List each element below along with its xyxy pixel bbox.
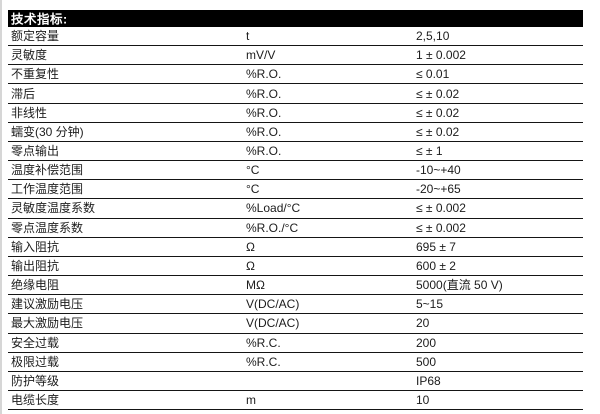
spec-value: 20 xyxy=(416,316,430,331)
spec-unit: %R.O. xyxy=(246,67,282,82)
table-row: 零点输出 %R.O. ≤ ± 1 xyxy=(8,142,583,162)
spec-unit: °C xyxy=(246,163,260,178)
spec-unit: m xyxy=(246,393,256,408)
table-row: 灵敏度温度系数 %Load/°C ≤ ± 0.002 xyxy=(8,199,583,219)
spec-unit: %R.O./°C xyxy=(246,220,299,235)
table-header-bar: 技术指标: xyxy=(8,10,583,27)
spec-unit: °C xyxy=(246,182,260,197)
spec-name: 不重复性 xyxy=(11,67,60,82)
spec-unit: %R.O. xyxy=(246,105,282,120)
spec-name: 输出阻抗 xyxy=(11,258,60,273)
spec-value: 500 xyxy=(416,354,437,369)
spec-value: ≤ ± 0.02 xyxy=(416,86,460,101)
spec-name: 绝缘电阻 xyxy=(11,278,60,293)
spec-table: 技术指标: 额定容量 t 2,5,10 灵敏度 mV/V 1 ± 0.002 不… xyxy=(8,10,583,411)
spec-name: 滞后 xyxy=(11,86,36,101)
spec-value: ≤ 0.01 xyxy=(416,67,450,82)
table-row: 额定容量 t 2,5,10 xyxy=(8,27,583,47)
spec-name: 防护等级 xyxy=(11,373,60,388)
spec-name: 输入阻抗 xyxy=(11,239,60,254)
spec-unit: Ω xyxy=(246,258,255,273)
spec-name: 工作温度范围 xyxy=(11,182,84,197)
spec-name: 温度补偿范围 xyxy=(11,163,84,178)
table-row: 输出阻抗 Ω 600 ± 2 xyxy=(8,257,583,277)
spec-name: 极限过载 xyxy=(11,354,60,369)
table-row: 建议激励电压 V(DC/AC) 5~15 xyxy=(8,295,583,315)
spec-value: 5000(直流 50 V) xyxy=(416,278,503,293)
spec-value: 600 ± 2 xyxy=(416,258,456,273)
table-row: 工作温度范围 °C -20~+65 xyxy=(8,180,583,200)
spec-unit: Ω xyxy=(246,239,255,254)
table-body: 额定容量 t 2,5,10 灵敏度 mV/V 1 ± 0.002 不重复性 %R… xyxy=(8,27,583,411)
spec-value: 200 xyxy=(416,335,437,350)
spec-unit: t xyxy=(246,29,250,44)
table-title: 技术指标: xyxy=(11,12,68,27)
spec-value: -20~+65 xyxy=(416,182,461,197)
spec-value: 2,5,10 xyxy=(416,29,450,44)
spec-value: 695 ± 7 xyxy=(416,239,456,254)
spec-value: ≤ ± 0.02 xyxy=(416,124,460,139)
spec-name: 零点输出 xyxy=(11,144,60,159)
spec-unit: %Load/°C xyxy=(246,201,301,216)
spec-unit: %R.O. xyxy=(246,144,282,159)
spec-value: 10 xyxy=(416,393,430,408)
table-row: 电缆长度 m 10 xyxy=(8,391,583,411)
spec-name: 额定容量 xyxy=(11,29,60,44)
scan-edge-line xyxy=(0,0,2,414)
spec-value: ≤ ± 0.002 xyxy=(416,220,466,235)
spec-unit: mV/V xyxy=(246,48,276,63)
spec-name: 安全过载 xyxy=(11,335,60,350)
table-row: 蠕变(30 分钟) %R.O. ≤ ± 0.02 xyxy=(8,123,583,142)
table-row: 滞后 %R.O. ≤ ± 0.02 xyxy=(8,84,583,104)
spec-value: ≤ ± 1 xyxy=(416,144,443,159)
table-row: 防护等级 IP68 xyxy=(8,372,583,391)
spec-unit: MΩ xyxy=(246,278,265,293)
spec-value: ≤ ± 0.002 xyxy=(416,201,466,216)
spec-name: 建议激励电压 xyxy=(11,297,84,312)
table-row: 灵敏度 mV/V 1 ± 0.002 xyxy=(8,46,583,66)
spec-name: 灵敏度 xyxy=(11,48,48,63)
spec-value: -10~+40 xyxy=(416,163,461,178)
table-row: 温度补偿范围 °C -10~+40 xyxy=(8,161,583,181)
spec-unit: %R.C. xyxy=(246,335,281,350)
spec-value: IP68 xyxy=(416,373,441,388)
spec-value: ≤ ± 0.02 xyxy=(416,105,460,120)
spec-name: 非线性 xyxy=(11,105,48,120)
spec-name: 零点温度系数 xyxy=(11,220,84,235)
spec-unit: %R.C. xyxy=(246,354,281,369)
table-row: 绝缘电阻 MΩ 5000(直流 50 V) xyxy=(8,276,583,296)
spec-unit: %R.O. xyxy=(246,86,282,101)
table-row: 输入阻抗 Ω 695 ± 7 xyxy=(8,238,583,257)
table-row: 极限过载 %R.C. 500 xyxy=(8,353,583,372)
spec-value: 1 ± 0.002 xyxy=(416,48,466,63)
spec-unit: V(DC/AC) xyxy=(246,297,300,312)
table-row: 不重复性 %R.O. ≤ 0.01 xyxy=(8,65,583,85)
spec-name: 电缆长度 xyxy=(11,393,60,408)
spec-unit: %R.O. xyxy=(246,124,282,139)
table-row: 非线性 %R.O. ≤ ± 0.02 xyxy=(8,104,583,123)
spec-value: 5~15 xyxy=(416,297,444,312)
spec-name: 蠕变(30 分钟) xyxy=(11,124,84,139)
table-row: 最大激励电压 V(DC/AC) 20 xyxy=(8,314,583,334)
spec-name: 灵敏度温度系数 xyxy=(11,201,96,216)
spec-unit: V(DC/AC) xyxy=(246,316,300,331)
spec-name: 最大激励电压 xyxy=(11,316,84,331)
table-row: 零点温度系数 %R.O./°C ≤ ± 0.002 xyxy=(8,219,583,238)
table-row: 安全过载 %R.C. 200 xyxy=(8,334,583,353)
